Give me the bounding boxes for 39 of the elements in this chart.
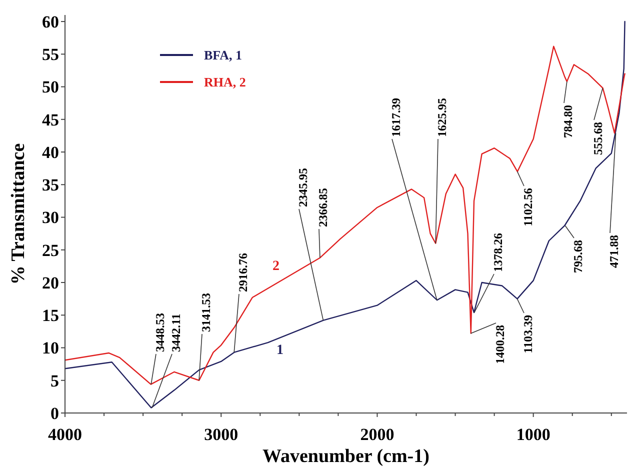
y-tick-label: 50 [42,78,59,97]
y-tick-label: 35 [42,176,59,195]
y-tick-label: 30 [42,208,59,228]
annotation: 1378.26 [491,233,505,272]
x-tick-label: 4000 [48,425,82,444]
annotation: 1625.95 [435,98,449,137]
y-tick-label: 5 [50,371,59,390]
x-tick-label: 2000 [360,425,394,444]
y-tick-label: 15 [42,306,59,326]
y-tick-label: 45 [42,110,59,130]
annotation: 3141.53 [199,293,213,332]
y-tick-label: 20 [42,273,59,292]
annotation: 471.88 [607,235,621,268]
x-axis-title: Wavenumber (cm-1) [262,446,430,467]
annotation: 2366.85 [316,188,330,227]
x-tick-label: 3000 [204,425,238,444]
annotation: 555.68 [591,122,605,155]
annotation: 784.80 [561,105,575,138]
annotation: 2916.76 [236,253,250,292]
annotation: 3442.11 [169,314,183,352]
y-tick-label: 60 [42,12,59,32]
annotation: 3448.53 [153,313,167,352]
annotation: 2 [272,259,280,274]
annotation: 1400.28 [493,325,507,364]
annotation: 2345.95 [296,168,310,207]
annotation: 1 [276,343,284,358]
y-tick-label: 25 [42,240,59,260]
y-tick-label: 40 [42,142,59,162]
y-tick-label: 10 [42,338,59,358]
x-tick-label: 1000 [516,425,550,444]
y-tick-label: 55 [42,45,59,64]
annotation: 795.68 [571,240,585,273]
annotation: 1102.56 [521,188,535,226]
y-tick-label: 0 [50,404,59,423]
y-axis-title: % Transmittance [8,143,29,285]
annotation: 1103.39 [521,315,535,354]
legend-label: RHA, 2 [204,74,246,90]
legend-label: BFA, 1 [204,48,242,63]
annotation: 1617.39 [389,98,403,137]
